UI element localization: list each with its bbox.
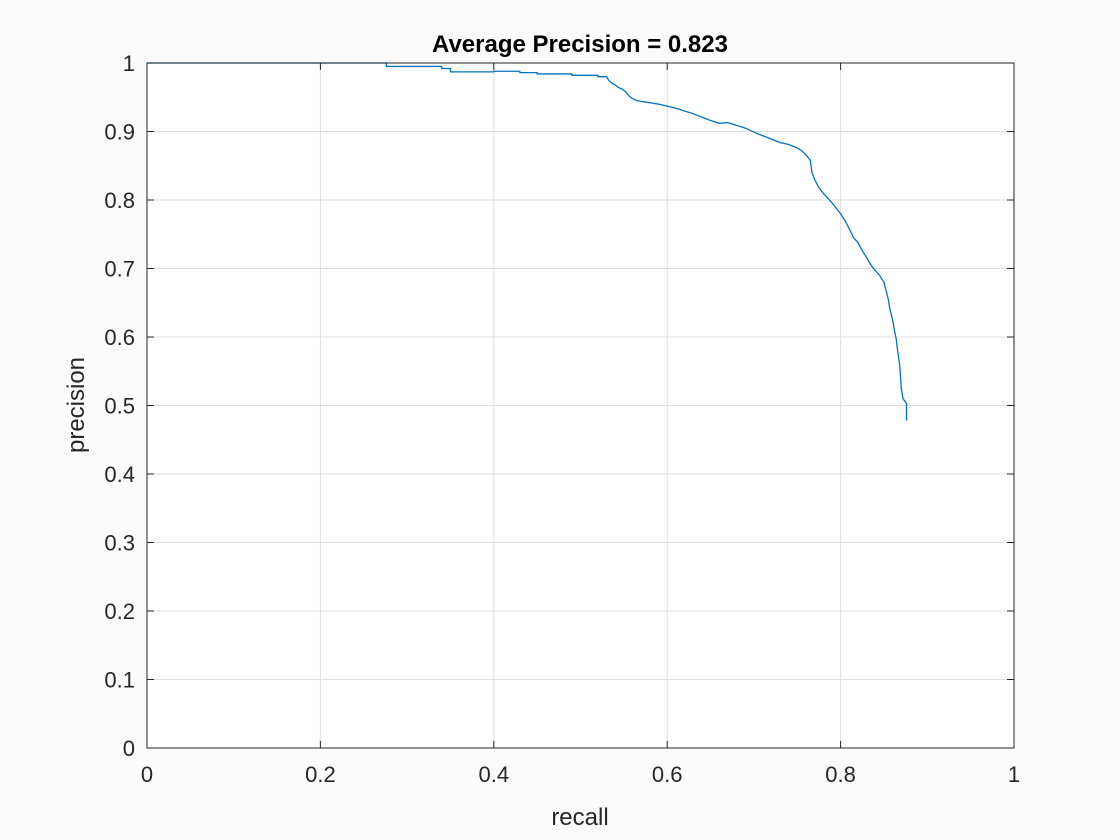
x-tick-labels: 0 0.2 0.4 0.6 0.8 1: [141, 762, 1020, 787]
x-tick-label: 0.8: [825, 762, 856, 787]
y-tick-label: 1: [123, 51, 135, 76]
x-tick-label: 0: [141, 762, 153, 787]
y-tick-label: 0.7: [104, 257, 135, 282]
x-tick-label: 0.6: [652, 762, 683, 787]
y-tick-label: 0: [123, 736, 135, 761]
y-tick-label: 0.2: [104, 599, 135, 624]
y-axis-label: precision: [63, 357, 90, 453]
tick-marks: [146, 62, 1015, 749]
x-tick-label: 0.2: [305, 762, 336, 787]
x-tick-label: 0.4: [479, 762, 510, 787]
x-tick-label: 1: [1008, 762, 1020, 787]
y-tick-label: 0.9: [104, 120, 135, 145]
y-tick-label: 0.3: [104, 531, 135, 556]
chart-title: Average Precision = 0.823: [432, 31, 728, 58]
precision-recall-series-line: [147, 62, 908, 421]
y-tick-label: 0.5: [104, 394, 135, 419]
y-tick-label: 0.6: [104, 325, 135, 350]
grid-lines: [146, 62, 1015, 749]
y-tick-label: 0.8: [104, 188, 135, 213]
y-tick-label: 0.1: [104, 668, 135, 693]
x-axis-label: recall: [551, 804, 608, 831]
y-tick-labels: 0 0.1 0.2 0.3 0.4 0.5 0.6 0.7 0.8 0.9 1: [104, 51, 135, 761]
y-tick-label: 0.4: [104, 462, 135, 487]
